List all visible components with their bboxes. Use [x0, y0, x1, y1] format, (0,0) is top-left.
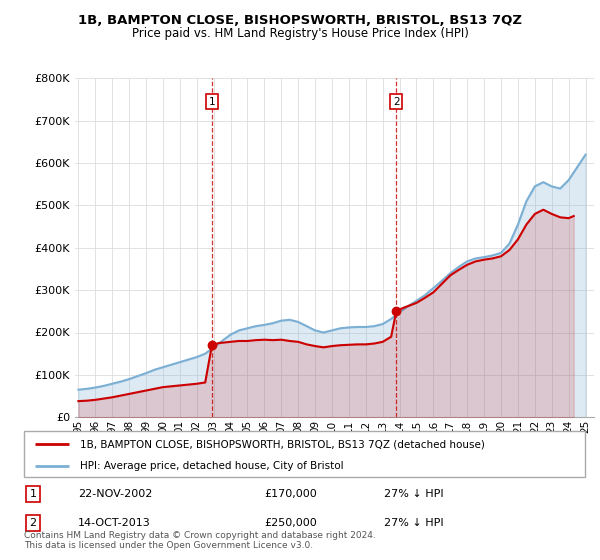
Text: 1: 1 — [29, 489, 37, 499]
Text: 2: 2 — [393, 97, 400, 107]
Text: Contains HM Land Registry data © Crown copyright and database right 2024.
This d: Contains HM Land Registry data © Crown c… — [24, 530, 376, 550]
Text: £250,000: £250,000 — [264, 518, 317, 528]
Text: 14-OCT-2013: 14-OCT-2013 — [78, 518, 151, 528]
Text: Price paid vs. HM Land Registry's House Price Index (HPI): Price paid vs. HM Land Registry's House … — [131, 27, 469, 40]
Text: 1: 1 — [209, 97, 215, 107]
Text: 27% ↓ HPI: 27% ↓ HPI — [384, 489, 443, 499]
Text: 1B, BAMPTON CLOSE, BISHOPSWORTH, BRISTOL, BS13 7QZ (detached house): 1B, BAMPTON CLOSE, BISHOPSWORTH, BRISTOL… — [80, 439, 485, 449]
Text: 27% ↓ HPI: 27% ↓ HPI — [384, 518, 443, 528]
Text: HPI: Average price, detached house, City of Bristol: HPI: Average price, detached house, City… — [80, 461, 344, 470]
Text: £170,000: £170,000 — [264, 489, 317, 499]
Text: 22-NOV-2002: 22-NOV-2002 — [78, 489, 152, 499]
Text: 1B, BAMPTON CLOSE, BISHOPSWORTH, BRISTOL, BS13 7QZ: 1B, BAMPTON CLOSE, BISHOPSWORTH, BRISTOL… — [78, 14, 522, 27]
Text: 2: 2 — [29, 518, 37, 528]
